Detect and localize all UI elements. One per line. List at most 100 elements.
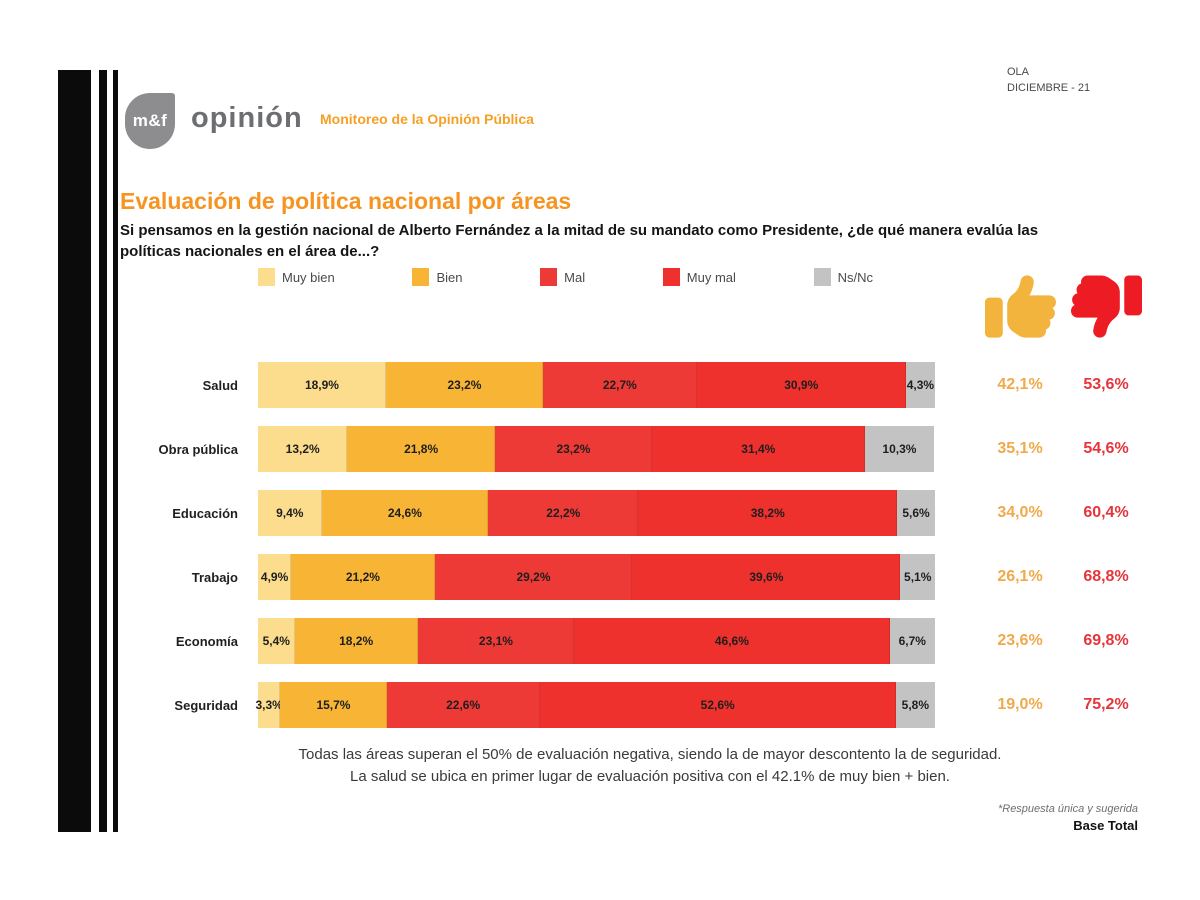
- legend-label-ns-nc: Ns/Nc: [837, 269, 873, 285]
- segment-value-label: 18,2%: [339, 634, 374, 648]
- bar-segment-muy-bien: 13,2%: [258, 426, 348, 472]
- segment-value-label: 30,9%: [784, 378, 819, 392]
- segment-value-label: 29,2%: [516, 570, 551, 584]
- bar-segment-ns-nc: 6,7%: [889, 618, 935, 664]
- mf-logo-text: m&f: [132, 111, 168, 130]
- segment-value-label: 22,6%: [446, 698, 481, 712]
- chart-row-salud: Salud 18,9% 23,2% 22,7% 30,9% 4,3% 42,1% 53,6%: [120, 362, 1170, 408]
- left-accent-bar-thin-2: [113, 70, 118, 832]
- legend: Muy bien Bien Mal Muy mal Ns/Nc: [258, 268, 935, 286]
- row-label-educaci-n: Educación: [172, 505, 238, 521]
- row-label-seguridad: Seguridad: [174, 697, 238, 713]
- segment-value-label: 22,2%: [546, 506, 581, 520]
- bar-segment-muy-mal: 31,4%: [652, 426, 865, 472]
- legend-label-bien: Bien: [436, 269, 463, 285]
- thumbs-down-icon: [1071, 275, 1142, 338]
- segment-value-label: 18,9%: [304, 378, 339, 392]
- bar-segment-muy-bien: 4,9%: [258, 554, 292, 600]
- legend-swatch-bien: [412, 268, 430, 286]
- legend-item-muy-mal: Muy mal: [662, 268, 736, 286]
- insight-note-line2: La salud se ubica en primer lugar de eva…: [350, 768, 950, 785]
- row-label-salud: Salud: [202, 377, 238, 393]
- chart-row-seguridad: Seguridad 3,3% 15,7% 22,6% 52,6% 5,8% 19,0% 75,…: [120, 682, 1170, 728]
- chart-row-educaci-n: Educación 9,4% 24,6% 22,2% 38,2% 5,6% 34,0% 60,…: [120, 490, 1170, 536]
- positive-total-salud: 42,1%: [997, 376, 1043, 393]
- bar-segment-ns-nc: 4,3%: [905, 362, 935, 408]
- bar-segment-muy-mal: 38,2%: [638, 490, 898, 536]
- legend-label-mal: Mal: [564, 269, 586, 285]
- survey-question-line1: Si pensamos en la gestión nacional de Al…: [120, 222, 1039, 239]
- bar-segment-bien: 18,2%: [294, 618, 418, 664]
- segment-value-label: 22,7%: [602, 378, 637, 392]
- legend-item-muy-bien: Muy bien: [258, 268, 335, 286]
- survey-question: Si pensamos en la gestión nacional de Al…: [120, 220, 1110, 262]
- legend-item-ns-nc: Ns/Nc: [813, 268, 873, 286]
- negative-total-salud: 53,6%: [1083, 376, 1129, 393]
- bar-segment-muy-bien: 18,9%: [258, 362, 386, 408]
- insight-note: Todas las áreas superan el 50% de evalua…: [220, 744, 1080, 788]
- row-label-obra-p-blica: Obra pública: [158, 441, 238, 457]
- stacked-bar-salud: 18,9% 23,2% 22,7% 30,9% 4,3%: [258, 362, 935, 408]
- chart-row-trabajo: Trabajo 4,9% 21,2% 29,2% 39,6% 5,1% 26,1% 68,8%: [120, 554, 1170, 600]
- bar-segment-ns-nc: 5,1%: [900, 554, 935, 600]
- stacked-bar-seguridad: 3,3% 15,7% 22,6% 52,6% 5,8%: [255, 682, 935, 728]
- footer: *Respuesta única y sugerida Base Total: [998, 801, 1138, 835]
- base-label: Base Total: [1073, 818, 1138, 833]
- segment-value-label: 15,7%: [316, 698, 351, 712]
- legend-label-muy-bien: Muy bien: [282, 269, 335, 285]
- bar-segment-bien: 15,7%: [280, 682, 387, 728]
- bar-segment-muy-bien: 5,4%: [258, 618, 295, 664]
- bar-segment-muy-bien: 9,4%: [258, 490, 322, 536]
- bar-segment-bien: 24,6%: [321, 490, 489, 536]
- survey-question-line2: políticas nacionales en el área de...?: [120, 243, 380, 260]
- page-title: Evaluación de política nacional por área…: [120, 188, 572, 214]
- stacked-bar-econom-a: 5,4% 18,2% 23,1% 46,6% 6,7%: [258, 618, 935, 664]
- negative-total-educaci-n: 60,4%: [1083, 504, 1129, 521]
- stacked-bar-obra-p-blica: 13,2% 21,8% 23,2% 31,4% 10,3%: [258, 426, 935, 472]
- bar-segment-muy-bien: 3,3%: [255, 682, 283, 728]
- legend-swatch-mal: [540, 268, 558, 286]
- wave-line-2: DICIEMBRE - 21: [1007, 82, 1091, 94]
- row-label-econom-a: Economía: [175, 633, 238, 649]
- segment-value-label: 13,2%: [285, 442, 320, 456]
- segment-value-label: 46,6%: [714, 634, 749, 648]
- thumbs-up-icon: [985, 275, 1056, 338]
- left-accent-bar-thick: [58, 70, 91, 832]
- chart-row-obra-p-blica: Obra pública 13,2% 21,8% 23,2% 31,4% 10,3% 35,…: [120, 426, 1170, 472]
- bar-segment-muy-mal: 46,6%: [574, 618, 890, 664]
- bar-segment-bien: 21,8%: [347, 426, 495, 472]
- bar-segment-mal: 29,2%: [434, 554, 633, 600]
- segment-value-label: 38,2%: [750, 506, 785, 520]
- chart-row-econom-a: Economía 5,4% 18,2% 23,1% 46,6% 6,7% 23,6% 69,8…: [120, 618, 1170, 664]
- bar-segment-muy-mal: 39,6%: [632, 554, 901, 600]
- left-accent-bar-thin-1: [99, 70, 107, 832]
- positive-total-econom-a: 23,6%: [997, 632, 1043, 649]
- segment-value-label: 4,3%: [906, 378, 935, 392]
- segment-value-label: 39,6%: [749, 570, 784, 584]
- bar-segment-mal: 23,2%: [494, 426, 652, 472]
- bar-segment-mal: 23,1%: [417, 618, 575, 664]
- wave-label: OLA DICIEMBRE - 21: [1007, 64, 1090, 96]
- positive-total-obra-p-blica: 35,1%: [997, 440, 1043, 457]
- bar-segment-mal: 22,6%: [386, 682, 540, 728]
- segment-value-label: 21,2%: [345, 570, 380, 584]
- negative-total-obra-p-blica: 54,6%: [1083, 440, 1129, 457]
- bar-segment-bien: 21,2%: [291, 554, 435, 600]
- legend-swatch-muy-mal: [662, 268, 680, 286]
- bar-segment-bien: 23,2%: [385, 362, 543, 408]
- program-name: Monitoreo de la Opinión Pública: [320, 111, 534, 127]
- segment-value-label: 6,7%: [898, 634, 926, 648]
- segment-value-label: 3,3%: [255, 698, 283, 712]
- segment-value-label: 31,4%: [741, 442, 776, 456]
- mf-logo: m&f: [125, 93, 175, 149]
- legend-swatch-muy-bien: [258, 268, 275, 286]
- segment-value-label: 5,1%: [904, 570, 932, 584]
- legend-item-bien: Bien: [412, 268, 462, 286]
- wave-line-1: OLA: [1007, 66, 1030, 78]
- segment-value-label: 5,8%: [901, 698, 930, 712]
- segment-value-label: 23,2%: [556, 442, 591, 456]
- bar-segment-muy-mal: 30,9%: [696, 362, 906, 408]
- row-label-trabajo: Trabajo: [191, 569, 238, 585]
- negative-total-trabajo: 68,8%: [1083, 568, 1129, 585]
